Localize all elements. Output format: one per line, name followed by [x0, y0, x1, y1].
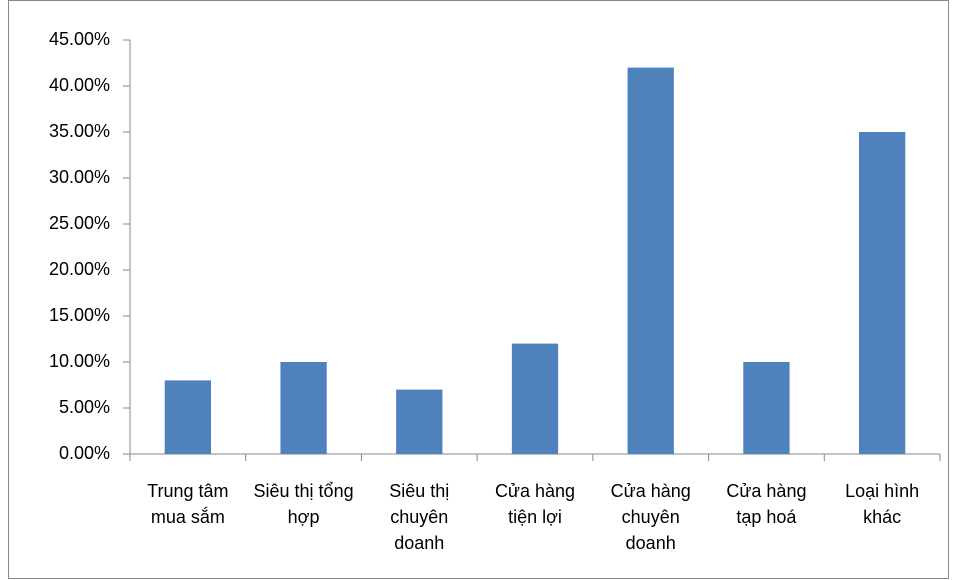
x-tick-label: Cửa hàng tiện lợi [494, 481, 576, 527]
bar [859, 132, 906, 454]
bar [511, 343, 559, 454]
x-tick-label: Cửa hàng chuyên doanh [610, 481, 691, 553]
y-tick-label: 15.00% [49, 305, 110, 325]
x-tick-label: Trung tâm mua sắm [147, 481, 229, 527]
y-tick-label: 45.00% [49, 29, 110, 49]
y-tick-label: 10.00% [49, 351, 110, 371]
x-tick-label: Loại hình khác [845, 481, 920, 527]
x-tick-label: Siêu thị chuyên doanh [389, 481, 450, 553]
x-tick-label: Siêu thị tổng hợp [253, 481, 354, 527]
chart-frame [8, 0, 949, 579]
bar [280, 362, 327, 454]
bar [396, 389, 443, 454]
y-tick-label: 35.00% [49, 121, 110, 141]
y-tick-label: 20.00% [49, 259, 110, 279]
bar [743, 362, 790, 454]
y-tick-label: 40.00% [49, 75, 110, 95]
x-tick-label: Cửa hàng tạp hoá [726, 481, 807, 527]
y-tick-label: 25.00% [49, 213, 110, 233]
bar [627, 67, 674, 454]
y-tick-label: 0.00% [59, 443, 110, 463]
y-tick-label: 5.00% [59, 397, 110, 417]
bar [164, 380, 211, 454]
y-tick-label: 30.00% [49, 167, 110, 187]
